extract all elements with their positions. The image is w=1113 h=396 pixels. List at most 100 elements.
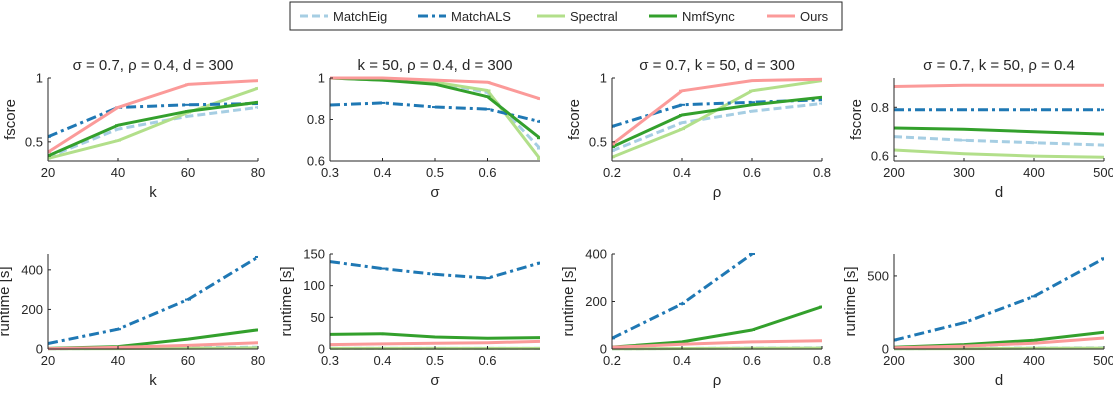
y-axis-label: runtime [s] [560, 266, 577, 336]
series-group [894, 257, 1104, 351]
chart-panels: 20 40 60 80 0.5 1 k fscore σ = 0.7, ρ = 0.4, d =… [0, 57, 1113, 389]
series-matchals-line [330, 260, 540, 280]
x-tick-label: 0.8 [813, 353, 831, 368]
x-tick-label: 0.6 [743, 165, 761, 180]
x-tick-label: 0.6 [743, 353, 761, 368]
series-group [48, 79, 258, 160]
x-tick-label: 0.5 [426, 165, 444, 180]
x-tick-label: 0.2 [603, 165, 621, 180]
y-tick-label: 0.8 [307, 112, 325, 127]
series-ours-line [612, 339, 822, 349]
legend-box [289, 1, 843, 31]
x-tick-label: 300 [953, 353, 975, 368]
x-tick-label: 400 [1023, 353, 1045, 368]
series-nmfsync-line [894, 126, 1104, 136]
x-tick-label: 60 [181, 353, 195, 368]
x-tick-label: 0.4 [673, 165, 691, 180]
x-tick-label: 0.2 [603, 353, 621, 368]
y-tick-label: 400 [21, 262, 43, 277]
y-axis-label: fscore [848, 99, 865, 140]
y-tick-label: 500 [867, 268, 889, 283]
panel-1: 20 40 60 80 0.5 1 k fscore σ = 0.7, ρ = 0.4, d =… [2, 57, 265, 201]
series-group [48, 255, 258, 351]
series-matchals-line [612, 98, 822, 128]
legend-label-matcheig: MatchEig [333, 9, 387, 24]
series-matchals-line [612, 252, 753, 340]
x-tick-label: 200 [883, 165, 905, 180]
y-tick-label: 0.6 [871, 149, 889, 164]
legend-label-ours: Ours [800, 9, 829, 24]
x-tick-label: 0.4 [673, 353, 691, 368]
x-tick-label: 0.3 [321, 353, 339, 368]
x-tick-label: 80 [251, 353, 265, 368]
series-ours-line [48, 341, 258, 351]
panel-8: 200 300 400 500 0 500 d runtime [s] [842, 254, 1113, 389]
series-group [330, 76, 540, 160]
x-axis-label: σ [430, 184, 440, 201]
panel-title: σ = 0.7, k = 50, ρ = 0.4 [923, 57, 1075, 74]
series-matchals-line [48, 102, 258, 139]
series-matchals-line [894, 257, 1104, 342]
y-tick-label: 0.6 [307, 154, 325, 169]
x-axis-label: σ [430, 372, 440, 389]
panel-3: 0.2 0.4 0.6 0.8 0.5 1 ρ fscore σ = 0.7, k = 50, … [566, 57, 831, 201]
series-spectral-line [894, 148, 1104, 159]
panel-title: σ = 0.7, ρ = 0.4, d = 300 [73, 57, 234, 74]
x-tick-label: 200 [883, 353, 905, 368]
panel-title: σ = 0.7, k = 50, d = 300 [639, 57, 795, 74]
y-tick-label: 400 [585, 247, 607, 262]
x-tick-label: 60 [181, 165, 195, 180]
y-tick-label: 200 [585, 294, 607, 309]
series-ours-line [894, 83, 1104, 88]
x-axis-label: k [149, 372, 157, 389]
y-tick-label: 150 [303, 247, 325, 262]
x-tick-label: 300 [953, 165, 975, 180]
series-ours-line [612, 77, 822, 146]
x-tick-label: 40 [111, 353, 125, 368]
panel-2: 0.3 0.4 0.5 0.6 0.6 0.8 1 σ k = 50, ρ = 0.4, d =… [307, 57, 540, 201]
y-axis-label: fscore [566, 99, 583, 140]
x-tick-label: 400 [1023, 165, 1045, 180]
y-tick-label: 200 [21, 302, 43, 317]
legend: MatchEig MatchALS Spectral NmfSync Ours [289, 1, 843, 31]
x-axis-label: ρ [713, 184, 722, 201]
x-tick-label: 500 [1093, 353, 1113, 368]
series-group [330, 260, 540, 350]
panel-4: 200 300 400 500 0.6 0.8 d fscore σ = 0.7, k = 50… [848, 57, 1113, 201]
y-tick-label: 100 [303, 278, 325, 293]
y-tick-label: 0 [36, 342, 43, 357]
x-tick-label: 0.4 [373, 165, 391, 180]
y-tick-label: 0.5 [589, 134, 607, 149]
series-matchals-line [48, 255, 258, 345]
x-axis-label: d [995, 372, 1003, 389]
x-tick-label: 500 [1093, 165, 1113, 180]
panel-7: 0.2 0.4 0.6 0.8 0 200 400 ρ runtime [s] [560, 247, 831, 390]
y-tick-label: 0.8 [871, 100, 889, 115]
series-nmfsync-line [612, 95, 822, 149]
series-ours-line [330, 76, 540, 101]
panel-title: k = 50, ρ = 0.4, d = 300 [358, 57, 513, 74]
x-tick-label: 0.4 [373, 353, 391, 368]
y-tick-label: 0 [882, 342, 889, 357]
x-tick-label: 0.5 [426, 353, 444, 368]
y-tick-label: 1 [36, 71, 43, 86]
y-axis-label: runtime [s] [0, 266, 13, 336]
y-axis-label: runtime [s] [842, 266, 859, 336]
series-ours-line [894, 336, 1104, 350]
x-tick-label: 20 [41, 353, 55, 368]
panel-5: 20 40 60 80 0 200 400 k runtime [s] [0, 254, 265, 389]
y-tick-label: 0 [318, 342, 325, 357]
x-tick-label: 0.8 [813, 165, 831, 180]
series-spectral-line [48, 86, 258, 160]
y-axis-label: runtime [s] [278, 266, 295, 336]
series-ours-line [48, 79, 258, 154]
series-matcheig-line [612, 102, 822, 153]
series-nmfsync-line [48, 100, 258, 158]
x-tick-label: 0.3 [321, 165, 339, 180]
panel-6: 0.3 0.4 0.5 0.6 0 50 100 150 σ runtime [s] [278, 247, 540, 389]
x-tick-label: 40 [111, 165, 125, 180]
series-group [894, 83, 1104, 159]
legend-label-matchals: MatchALS [451, 9, 511, 24]
x-tick-label: 0.6 [478, 165, 496, 180]
